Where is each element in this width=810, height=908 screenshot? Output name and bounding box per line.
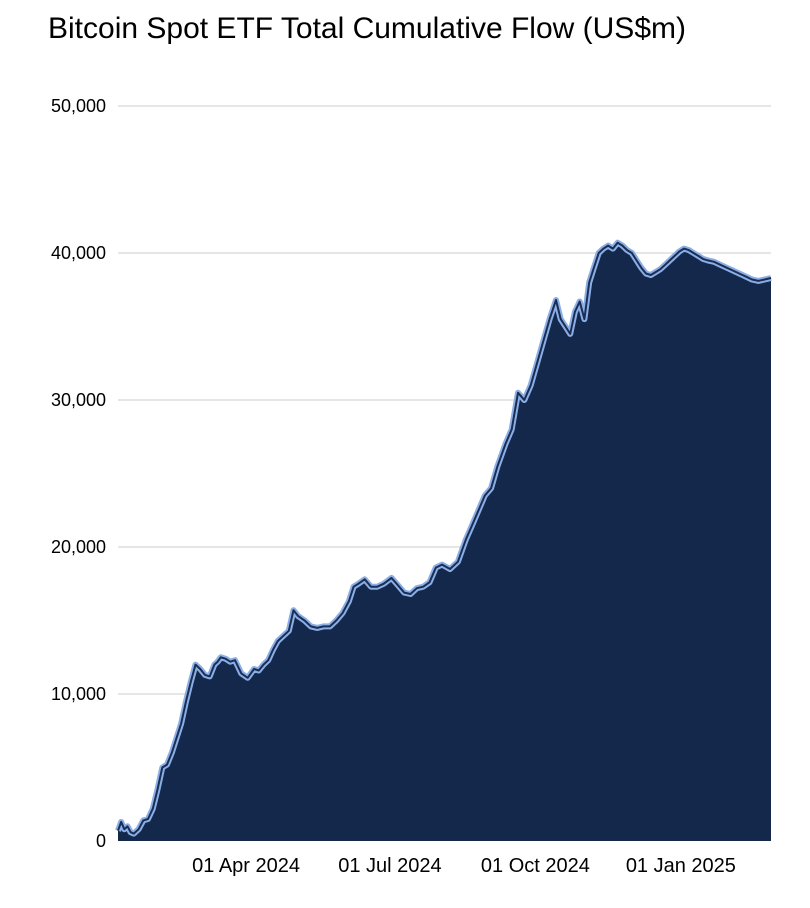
y-tick-label: 40,000 xyxy=(51,243,106,263)
chart-title: Bitcoin Spot ETF Total Cumulative Flow (… xyxy=(48,12,686,45)
x-tick-label: 01 Jul 2024 xyxy=(338,855,441,877)
y-tick-label: 50,000 xyxy=(51,96,106,116)
x-tick-label: 01 Apr 2024 xyxy=(192,855,300,877)
y-tick-label: 20,000 xyxy=(51,537,106,557)
series-line xyxy=(117,241,772,835)
x-tick-label: 01 Oct 2024 xyxy=(481,855,590,877)
y-tick-label: 10,000 xyxy=(51,684,106,704)
y-tick-label: 30,000 xyxy=(51,390,106,410)
y-tick-label: 0 xyxy=(96,831,106,851)
x-tick-label: 01 Jan 2025 xyxy=(626,855,736,877)
series-area xyxy=(118,242,771,841)
